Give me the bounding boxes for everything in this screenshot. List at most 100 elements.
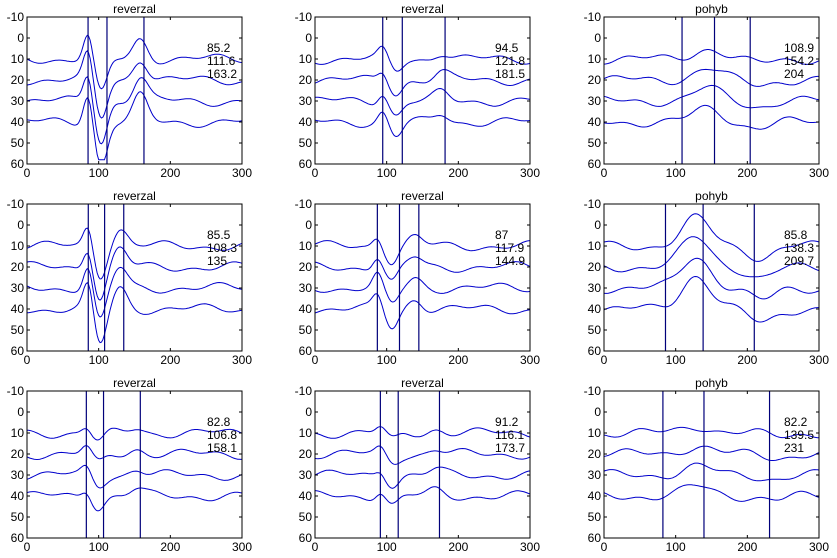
trace-line xyxy=(26,50,243,119)
y-tick-label: 20 xyxy=(588,73,602,87)
y-tick-label: -10 xyxy=(295,10,313,24)
trace-line xyxy=(603,104,820,130)
trace-line xyxy=(314,271,531,303)
panel-title: reverzal xyxy=(401,189,444,203)
y-tick-label: 10 xyxy=(299,239,313,253)
trace-line xyxy=(314,87,531,116)
peak-label: 111.6 xyxy=(207,54,236,68)
y-tick-label: 30 xyxy=(588,281,602,295)
x-tick-label: 300 xyxy=(232,353,252,367)
y-tick-label: -10 xyxy=(584,197,602,211)
peak-label: 154.2 xyxy=(784,54,814,68)
y-tick-label: 60 xyxy=(299,344,313,358)
peak-label: 138.3 xyxy=(784,241,814,255)
axis-frame xyxy=(314,203,531,352)
x-tick-label: 300 xyxy=(520,540,540,554)
x-tick-label: 200 xyxy=(448,540,468,554)
y-tick-label: 40 xyxy=(11,302,25,316)
panel-title: pohyb xyxy=(695,189,728,203)
trace-line xyxy=(27,281,243,344)
y-tick-label: 10 xyxy=(11,52,25,66)
y-tick-label: 40 xyxy=(588,302,602,316)
y-tick-label: 30 xyxy=(11,468,25,482)
x-tick-label: 100 xyxy=(377,166,397,180)
trace-line xyxy=(314,256,531,280)
y-tick-label: 30 xyxy=(11,94,25,108)
y-tick-label: 50 xyxy=(11,323,25,337)
y-tick-label: 20 xyxy=(11,447,25,461)
x-tick-label: 200 xyxy=(160,540,180,554)
peak-label: 117.9 xyxy=(495,241,524,255)
y-tick-label: 0 xyxy=(305,31,312,45)
peak-label: 163.2 xyxy=(207,67,237,81)
y-tick-label: 20 xyxy=(11,260,25,274)
x-tick-label: 0 xyxy=(601,540,608,554)
x-tick-label: 200 xyxy=(448,353,468,367)
trace-line xyxy=(603,484,820,502)
y-tick-label: 40 xyxy=(11,115,25,129)
peak-label: 204 xyxy=(784,67,804,81)
x-tick-label: 200 xyxy=(737,166,757,180)
trace-line xyxy=(26,246,243,301)
peak-label: 87 xyxy=(495,228,509,242)
peak-label: 82.8 xyxy=(207,415,231,429)
trace-line xyxy=(26,427,243,441)
x-tick-label: 300 xyxy=(809,166,829,180)
y-tick-label: 50 xyxy=(11,136,25,150)
trace-line xyxy=(603,275,819,323)
y-tick-label: 30 xyxy=(299,94,313,108)
peak-label: 91.2 xyxy=(495,415,519,429)
y-tick-label: 20 xyxy=(299,260,313,274)
y-tick-label: 50 xyxy=(588,136,602,150)
panel-title: reverzal xyxy=(113,2,156,16)
peak-label: 108.9 xyxy=(784,41,814,55)
x-tick-label: 200 xyxy=(737,353,757,367)
x-tick-label: 100 xyxy=(666,540,686,554)
y-tick-label: 10 xyxy=(11,239,25,253)
x-tick-label: 300 xyxy=(232,540,252,554)
trace-line xyxy=(26,227,243,280)
x-tick-label: 300 xyxy=(809,353,829,367)
x-tick-label: 0 xyxy=(24,166,31,180)
trace-line xyxy=(603,462,820,482)
y-tick-label: 40 xyxy=(11,489,25,503)
trace-line xyxy=(603,84,820,109)
axis-frame xyxy=(26,16,243,165)
trace-line xyxy=(26,464,243,489)
x-tick-label: 200 xyxy=(160,166,180,180)
axis-frame xyxy=(314,16,531,165)
peak-label: 173.7 xyxy=(495,441,525,455)
x-tick-label: 0 xyxy=(24,353,31,367)
x-tick-label: 0 xyxy=(24,540,31,554)
y-tick-label: 20 xyxy=(299,73,313,87)
trace-line xyxy=(603,257,820,300)
y-tick-label: 10 xyxy=(299,426,313,440)
trace-line xyxy=(603,426,819,439)
x-tick-label: 100 xyxy=(89,353,109,367)
x-tick-label: 0 xyxy=(312,166,319,180)
peak-label: 106.8 xyxy=(207,428,237,442)
y-tick-label: -10 xyxy=(7,384,25,398)
trace-line xyxy=(603,445,820,461)
y-tick-label: 50 xyxy=(11,510,25,524)
peak-label: 139.5 xyxy=(784,428,814,442)
y-tick-label: 0 xyxy=(594,31,601,45)
axis-frame xyxy=(26,390,243,539)
y-tick-label: 0 xyxy=(17,405,24,419)
trace-line xyxy=(26,487,243,512)
y-tick-label: -10 xyxy=(584,384,602,398)
axis-frame xyxy=(603,203,820,352)
peak-label: 181.5 xyxy=(495,67,525,81)
panel-title: pohyb xyxy=(695,376,728,390)
trace-line xyxy=(314,486,531,504)
y-tick-label: -10 xyxy=(7,10,25,24)
trace-line xyxy=(314,111,531,138)
panel-title: reverzal xyxy=(113,376,156,390)
x-tick-label: 300 xyxy=(520,353,540,367)
